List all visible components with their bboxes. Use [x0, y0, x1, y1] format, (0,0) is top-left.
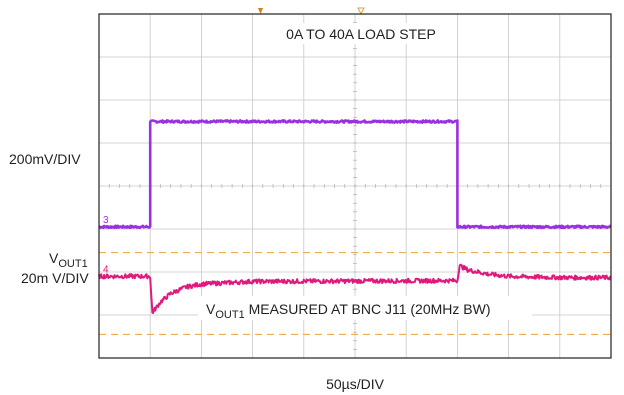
channel-marker-3: 3: [103, 215, 109, 226]
ch4-scale-label: 20m V/DIV: [21, 270, 89, 286]
traces: 34: [98, 119, 612, 314]
plot-frame: [98, 13, 612, 359]
trigger-position-marker: [258, 8, 263, 14]
annotation-main: V: [206, 301, 216, 317]
ch4-signal-label: VOUT1: [49, 250, 88, 270]
annotation-sub: OUT1: [215, 309, 244, 321]
x-axis-label: 50µs/DIV: [326, 376, 385, 392]
annotation-backdrop: [198, 296, 532, 320]
channel-marker-4: 4: [103, 264, 109, 275]
trace-3: [98, 119, 612, 230]
measurement-annotation: VOUT1 MEASURED AT BNC J11 (20MHz BW): [206, 301, 491, 321]
title-backdrop: [268, 23, 454, 44]
chart-title: 0A TO 40A LOAD STEP: [286, 26, 436, 42]
trigger-delay-marker: [357, 7, 365, 16]
trace-4: [98, 263, 612, 314]
annotation-rest: MEASURED AT BNC J11 (20MHz BW): [245, 301, 491, 317]
trigger-levels: [99, 7, 611, 335]
ch3-scale-label: 200mV/DIV: [9, 151, 81, 167]
ch4-label-main: V: [49, 250, 59, 266]
ch4-label-sub: OUT1: [58, 258, 87, 270]
